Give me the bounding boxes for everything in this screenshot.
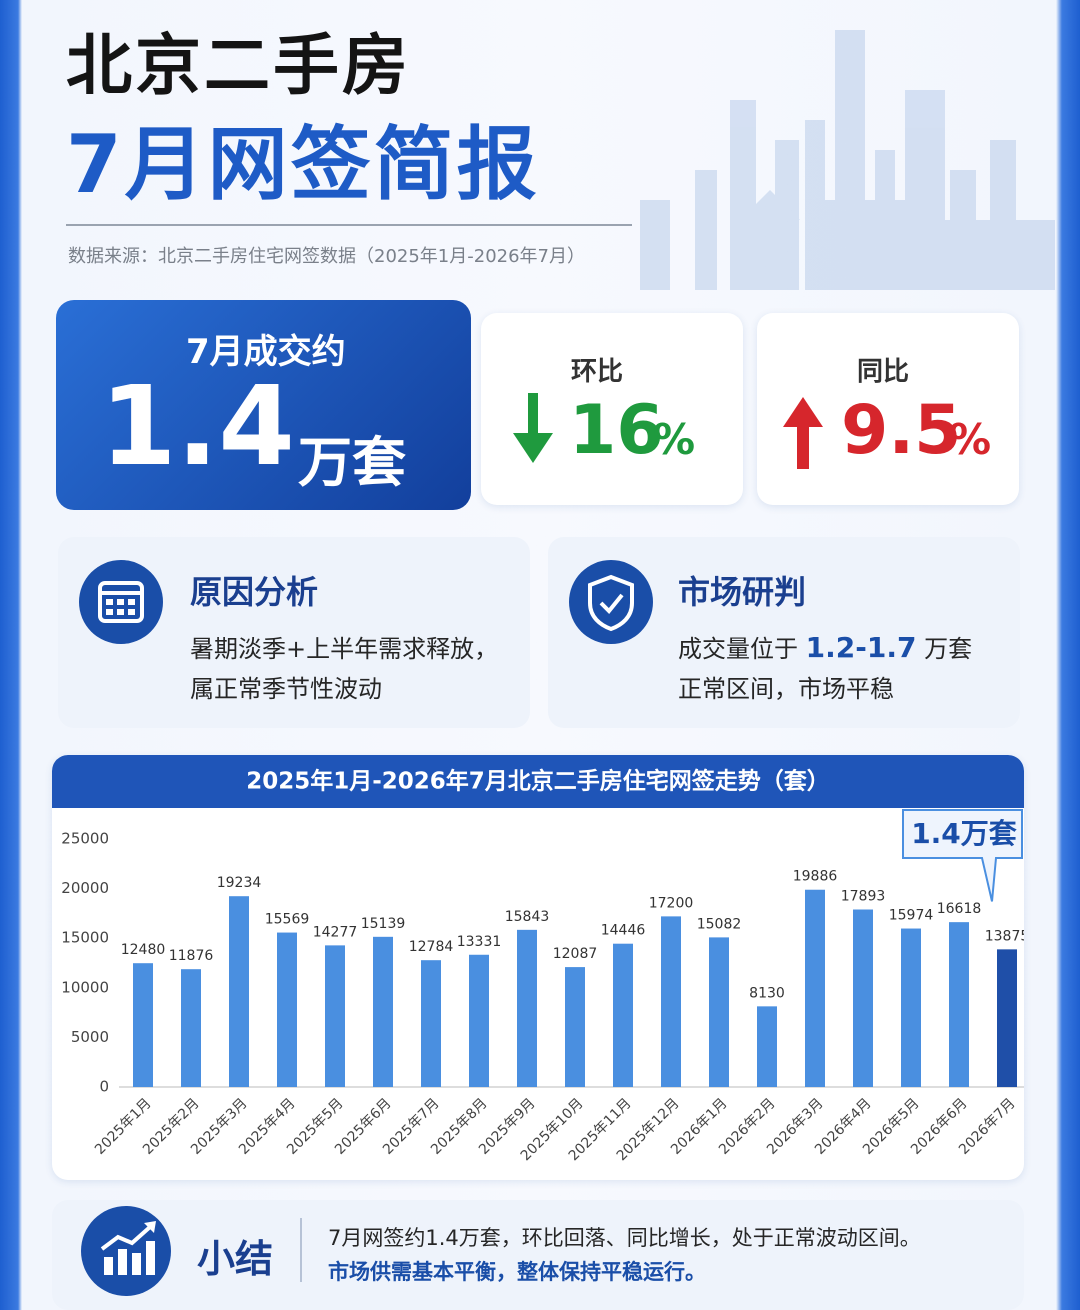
bar (853, 909, 873, 1087)
value-label: 15139 (361, 916, 406, 932)
bar (949, 922, 969, 1087)
value-label: 16618 (937, 901, 982, 917)
mom-card: 环比 16 % (481, 313, 743, 505)
y-tick-label: 15000 (61, 929, 109, 947)
summary-title: 小结 (197, 1237, 274, 1281)
summary-card: 小结 7月网签约1.4万套，环比回落、同比增长，处于正常波动区间。 市场供需基本… (52, 1200, 1024, 1310)
shield-icon (569, 560, 653, 644)
chart: 2025年1月-2026年7月北京二手房住宅网签走势（套） 0 5000 10000… (52, 755, 1024, 1164)
yoy-label: 同比 (857, 357, 910, 387)
analysis-line: 属正常季节性波动 (190, 675, 382, 703)
bar (901, 928, 921, 1087)
title-line2: 7月网签简报 (66, 118, 540, 211)
chart-header (52, 755, 1024, 808)
range: 1.2-1.7 (805, 631, 917, 664)
calendar-icon (79, 560, 163, 644)
text: 成交量位于 (678, 635, 798, 663)
growth-icon (81, 1206, 171, 1296)
summary-line: 市场供需基本平衡，整体保持平稳运行。 (328, 1260, 706, 1284)
judgement-title: 市场研判 (678, 573, 807, 611)
divider (66, 224, 632, 226)
bar (373, 936, 393, 1087)
source: 数据来源：北京二手房住宅网签数据（2025年1月-2026年7月） (68, 246, 586, 267)
value-label: 17893 (841, 889, 886, 905)
bar (277, 932, 297, 1087)
value-label: 14277 (313, 924, 358, 940)
y-tick-label: 0 (99, 1078, 109, 1096)
yoy-unit: % (949, 415, 992, 464)
judgement-card: 市场研判 成交量位于 1.2-1.7 万套 正常区间，市场平稳 (548, 537, 1020, 728)
judgement-line: 正常区间，市场平稳 (678, 675, 894, 703)
skyline (640, 30, 1055, 290)
value-label: 19886 (793, 869, 838, 885)
value-label: 15843 (505, 909, 550, 925)
up-arrow (783, 397, 823, 469)
value-label: 14446 (601, 923, 646, 939)
mom-label: 环比 (571, 357, 624, 387)
yoy-card: 同比 9.5 % (757, 313, 1019, 505)
y-tick-label: 20000 (61, 879, 109, 897)
value-label: 12087 (553, 946, 598, 962)
value-label: 8130 (749, 985, 785, 1001)
bar (469, 954, 489, 1087)
bar (661, 916, 681, 1087)
bar (325, 945, 345, 1087)
bar (133, 963, 153, 1087)
value-label: 13331 (457, 934, 502, 950)
title-line1: 北京二手房 (66, 27, 411, 104)
bar (517, 929, 537, 1087)
bar (229, 896, 249, 1087)
mom-value: 16 (569, 391, 664, 470)
value-label: 15082 (697, 916, 742, 932)
analysis-title: 原因分析 (190, 573, 319, 611)
analysis-card: 原因分析 暑期淡季+上半年需求释放， 属正常季节性波动 (58, 537, 530, 728)
chart-title: 2025年1月-2026年7月北京二手房住宅网签走势（套） (246, 768, 830, 795)
value-label: 15974 (889, 908, 934, 924)
bar (805, 889, 825, 1087)
kpi-value: 1.4 (100, 362, 295, 490)
yoy-value: 9.5 (841, 391, 962, 470)
chart-card: 2025年1月-2026年7月北京二手房住宅网签走势（套） 0 5000 10000… (52, 755, 1024, 1180)
y-tick-label: 25000 (61, 830, 109, 848)
text: 万套 (924, 635, 973, 663)
value-label: 12784 (409, 939, 454, 955)
callout-box (902, 809, 1023, 902)
bar (613, 943, 633, 1087)
bar (757, 1006, 777, 1087)
value-label: 12480 (121, 942, 166, 958)
down-arrow (513, 393, 553, 463)
judgement-line: 成交量位于 1.2-1.7 万套 (678, 629, 972, 664)
bar (181, 969, 201, 1087)
value-label: 13875 (985, 928, 1024, 944)
value-label: 11876 (169, 948, 214, 964)
analysis-line: 暑期淡季+上半年需求释放， (190, 635, 499, 663)
kpi-label: 7月成交约 (186, 332, 346, 372)
y-tick-label: 10000 (61, 978, 109, 996)
bar (709, 937, 729, 1087)
value-label: 15569 (265, 912, 310, 928)
annotation: 1.4万套 (911, 817, 1018, 850)
kpi-unit: 万套 (298, 431, 406, 494)
bar (997, 949, 1017, 1087)
bar (565, 967, 585, 1087)
kpi-main-card: 7月成交约 1.4 万套 (56, 300, 471, 510)
value-label: 17200 (649, 895, 694, 911)
mom-unit: % (653, 415, 696, 464)
bar (421, 960, 441, 1087)
summary-line: 7月网签约1.4万套，环比回落、同比增长，处于正常波动区间。 (328, 1226, 921, 1250)
y-tick-label: 5000 (71, 1028, 109, 1046)
summary-divider (300, 1218, 302, 1282)
value-label: 19234 (217, 875, 262, 891)
